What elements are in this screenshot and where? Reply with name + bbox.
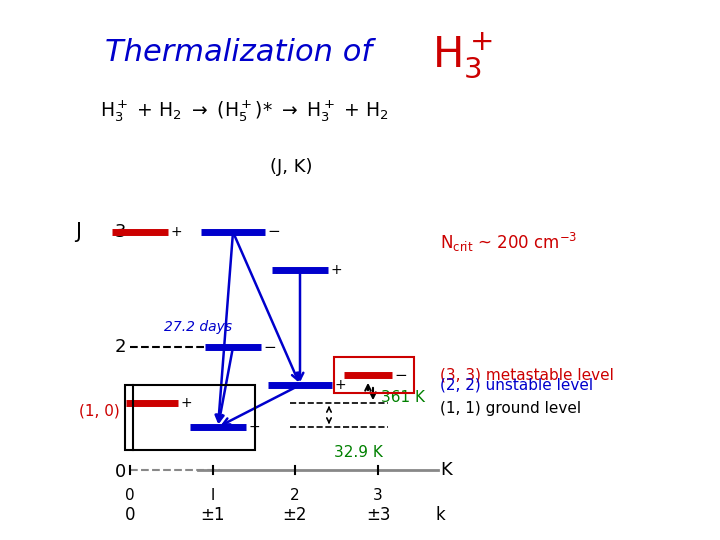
Text: 0: 0 (125, 506, 135, 524)
Text: (1, 0): (1, 0) (79, 403, 120, 418)
Text: (3, 3) metastable level: (3, 3) metastable level (440, 368, 614, 382)
Text: −: − (267, 225, 280, 240)
Bar (334, 357, 414, 393)
Text: ±1: ±1 (201, 506, 225, 524)
Text: l: l (211, 488, 215, 503)
Text: +: + (248, 420, 260, 434)
Text: (J, K): (J, K) (270, 158, 312, 176)
Text: 361 K: 361 K (381, 390, 425, 405)
Text: K: K (440, 461, 451, 479)
Text: −: − (263, 340, 276, 354)
Text: +: + (334, 378, 346, 392)
Bar (125, 385, 255, 450)
Text: 3: 3 (373, 488, 383, 503)
Text: ±3: ±3 (366, 506, 390, 524)
Text: Thermalization of: Thermalization of (105, 38, 392, 67)
Text: H$_3^+$ + H$_2$ $\rightarrow$ (H$_5^+$)* $\rightarrow$ H$_3^+$ + H$_2$: H$_3^+$ + H$_2$ $\rightarrow$ (H$_5^+$)*… (100, 98, 389, 124)
Text: 0: 0 (115, 463, 126, 481)
Text: −: − (394, 368, 407, 382)
Text: +: + (330, 263, 341, 277)
Text: 32.9 K: 32.9 K (334, 445, 383, 460)
Text: +: + (170, 225, 181, 239)
Text: 2: 2 (115, 338, 127, 356)
Text: (2, 2) unstable level: (2, 2) unstable level (440, 377, 593, 393)
Text: k: k (435, 506, 445, 524)
Text: 2: 2 (290, 488, 300, 503)
Text: +: + (180, 396, 192, 410)
Text: 27.2 days: 27.2 days (164, 320, 232, 334)
Text: ±2: ±2 (283, 506, 307, 524)
Text: (1, 1) ground level: (1, 1) ground level (440, 401, 581, 415)
Text: H$_3^+$: H$_3^+$ (432, 30, 492, 80)
Text: J: J (75, 222, 81, 242)
Text: 3: 3 (115, 223, 127, 241)
Text: N$_{\mathregular{crit}}$ ~ 200 cm$^{-3}$: N$_{\mathregular{crit}}$ ~ 200 cm$^{-3}$ (440, 231, 577, 254)
Text: 0: 0 (125, 488, 135, 503)
